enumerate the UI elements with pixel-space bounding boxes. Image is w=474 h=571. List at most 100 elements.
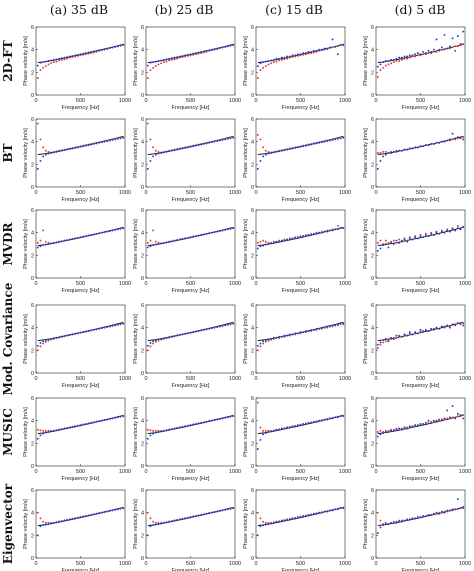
red-point <box>149 429 152 432</box>
blue-point <box>154 339 157 342</box>
blue-point <box>68 333 71 336</box>
blue-point <box>288 426 291 429</box>
y-tick-label: 2 <box>251 253 254 259</box>
blue-point <box>331 509 334 512</box>
blue-point <box>79 145 82 148</box>
blue-point <box>379 433 382 436</box>
blue-point <box>334 138 337 141</box>
blue-point <box>122 322 125 325</box>
blue-point <box>432 512 435 515</box>
blue-point <box>267 338 270 341</box>
blue-point <box>283 56 286 59</box>
y-tick-label: 0 <box>141 464 144 470</box>
red-point <box>146 122 149 125</box>
blue-point <box>443 33 446 36</box>
blue-point <box>272 241 275 244</box>
blue-point <box>462 417 465 420</box>
blue-point <box>84 235 87 238</box>
red-point <box>50 62 53 65</box>
red-point <box>379 519 382 522</box>
blue-point <box>146 246 149 249</box>
blue-point <box>229 44 232 47</box>
x-tick-label: 0 <box>34 376 37 382</box>
red-point <box>146 511 149 514</box>
blue-point <box>451 508 454 511</box>
blue-point <box>122 44 125 47</box>
y-tick-label: 0 <box>31 276 34 282</box>
blue-point <box>400 519 403 522</box>
blue-point <box>304 330 307 333</box>
blue-point <box>170 240 173 243</box>
blue-point <box>299 516 302 519</box>
blue-point <box>50 152 53 154</box>
blue-point <box>106 325 109 328</box>
blue-point <box>267 243 270 245</box>
red-point <box>262 520 265 523</box>
red-point <box>275 60 278 63</box>
y-axis-label: Phase velocity [m/s] <box>133 499 139 549</box>
blue-point <box>382 61 385 64</box>
blue-point <box>315 327 318 330</box>
blue-point <box>272 336 275 339</box>
red-point <box>262 66 265 69</box>
blue-point <box>259 62 262 65</box>
blue-point <box>416 237 419 240</box>
blue-point <box>262 340 265 343</box>
red-point <box>259 426 262 429</box>
red-point <box>427 52 430 55</box>
y-axis-label: Phase velocity [m/s] <box>23 36 29 86</box>
blue-point <box>280 519 283 522</box>
x-tick-label: 1000 <box>119 98 131 104</box>
blue-point <box>307 330 310 333</box>
blue-point <box>71 54 74 57</box>
y-tick-label: 2 <box>371 253 374 259</box>
blue-point <box>58 57 61 60</box>
blue-point <box>438 232 441 235</box>
x-tick-label: 0 <box>144 281 147 287</box>
red-point <box>44 429 47 432</box>
blue-point <box>157 431 160 433</box>
red-point <box>416 54 419 57</box>
blue-point <box>384 243 387 245</box>
y-tick-label: 4 <box>31 231 34 237</box>
red-point <box>259 69 262 72</box>
red-point <box>157 150 160 153</box>
subplot: 0 2 4 6 0 500 1000 Frequency [Hz] Phase velocity… <box>363 117 471 203</box>
blue-point <box>462 138 465 141</box>
red-point <box>451 46 454 49</box>
blue-point <box>178 518 181 521</box>
blue-point <box>294 146 297 149</box>
blue-point <box>98 327 101 330</box>
blue-point <box>291 517 294 520</box>
blue-point <box>47 523 50 525</box>
blue-point <box>419 423 422 426</box>
blue-point <box>435 38 438 41</box>
blue-point <box>157 523 160 525</box>
y-axis-label: Phase velocity [m/s] <box>363 314 369 364</box>
red-point <box>382 150 385 153</box>
blue-point <box>414 517 417 520</box>
blue-point <box>186 146 189 149</box>
y-tick-label: 0 <box>251 93 254 99</box>
x-axis-label: Frequency [Hz] <box>172 568 210 571</box>
blue-point <box>50 522 53 525</box>
blue-point <box>119 44 122 47</box>
red-point <box>376 75 379 78</box>
blue-point <box>408 425 411 428</box>
blue-point <box>149 159 152 162</box>
blue-point <box>149 434 152 437</box>
x-tick-label: 1000 <box>229 190 241 196</box>
x-tick-label: 500 <box>186 281 195 287</box>
y-tick-label: 0 <box>141 93 144 99</box>
x-tick-label: 1000 <box>339 469 351 475</box>
red-point <box>52 61 55 64</box>
x-tick-label: 0 <box>34 281 37 287</box>
subplot: 0 2 4 6 0 500 1000 Frequency [Hz] Phase velocity… <box>23 25 131 111</box>
blue-point <box>103 511 106 514</box>
blue-point <box>278 150 281 153</box>
red-point <box>451 416 454 419</box>
blue-point <box>456 322 459 325</box>
blue-point <box>44 339 47 342</box>
x-tick-label: 1000 <box>229 561 241 567</box>
blue-point <box>165 58 168 61</box>
